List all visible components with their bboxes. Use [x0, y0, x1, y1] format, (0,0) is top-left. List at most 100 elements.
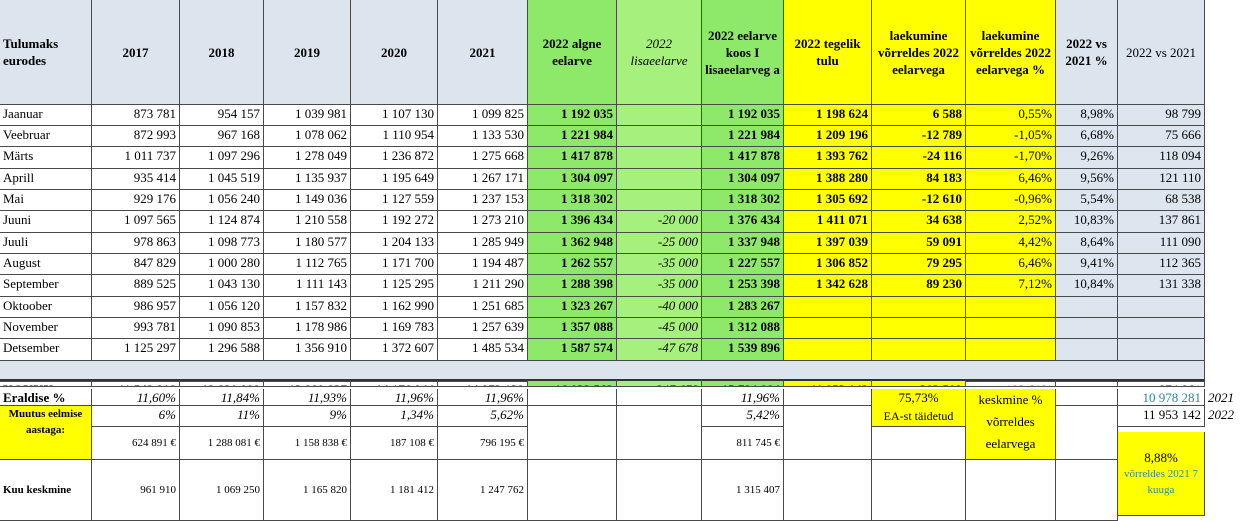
table-cell: 1 195 649 — [351, 169, 438, 190]
table-cell: 1 043 130 — [180, 275, 264, 297]
table-cell: -1,05% — [966, 126, 1056, 147]
table-cell: 1 288 398 — [528, 275, 617, 297]
table-cell: 1 192 035 — [702, 105, 784, 126]
table-cell: 121 110 — [1118, 169, 1205, 190]
table-cell — [528, 460, 617, 521]
table-cell: 929 176 — [92, 190, 180, 211]
table-cell: 1 237 153 — [438, 190, 528, 211]
table-cell: -47 678 — [617, 339, 702, 361]
table-cell: 75 666 — [1118, 126, 1205, 147]
table-cell: 1 158 838 € — [264, 427, 351, 460]
table-cell: 1 342 628 — [784, 275, 872, 297]
table-cell — [872, 297, 966, 318]
table-cell: -1,70% — [966, 147, 1056, 169]
table-cell: 7,12% — [966, 275, 1056, 297]
table-cell: 967 168 — [180, 126, 264, 147]
table-cell: 1 198 624 — [784, 105, 872, 126]
table-cell: 1 372 607 — [351, 339, 438, 361]
table-cell: 1 315 407 — [702, 460, 784, 521]
table-cell: 6 588 — [872, 105, 966, 126]
table-cell: 1 273 210 — [438, 211, 528, 233]
table-cell: 4,42% — [966, 233, 1056, 254]
table-cell: 1 323 267 — [528, 297, 617, 318]
summary-box: 8,88% võrreldes 2021 7 kuuga — [1118, 432, 1205, 516]
table-cell: 1 192 272 — [351, 211, 438, 233]
table-cell: 1 192 035 — [528, 105, 617, 126]
right-year: 2022 — [1208, 407, 1234, 422]
table-cell: 1 251 685 — [438, 297, 528, 318]
table-cell — [617, 389, 702, 406]
table-cell — [966, 297, 1056, 318]
table-cell — [1056, 318, 1118, 339]
table-cell: -35 000 — [617, 275, 702, 297]
table-cell: 1 181 412 — [351, 460, 438, 521]
table-cell: 1 090 853 — [180, 318, 264, 339]
table-cell: 8,64% — [1056, 233, 1118, 254]
table-cell: 935 414 — [92, 169, 180, 190]
row-label: Muutus eelmise aastaga: — [0, 406, 92, 460]
table-cell: 1 097 296 — [180, 147, 264, 169]
total-label: KOKKU — [0, 379, 92, 387]
table-cell: 5,62% — [438, 406, 528, 427]
table-cell: 978 863 — [92, 233, 180, 254]
table-cell: 1 304 097 — [702, 169, 784, 190]
table-cell: 1 417 878 — [702, 147, 784, 169]
table-cell — [966, 339, 1056, 361]
table-cell — [784, 406, 872, 460]
table-cell — [784, 460, 872, 521]
total-cell — [1056, 379, 1118, 387]
table-cell: 872 993 — [92, 126, 180, 147]
table-cell: 1 169 783 — [351, 318, 438, 339]
month-label: Detsember — [0, 339, 92, 361]
table-cell — [872, 318, 966, 339]
table-cell: -35 000 — [617, 254, 702, 275]
table-cell: -25 000 — [617, 233, 702, 254]
table-cell: 961 910 — [92, 460, 180, 521]
total-cell: 13 989 837 — [264, 379, 351, 387]
ea-percent: 75,73% — [898, 390, 939, 405]
table-cell: 11,93% — [264, 389, 351, 406]
table-cell: 8,98% — [1056, 105, 1118, 126]
table-cell: 1 011 737 — [92, 147, 180, 169]
table-cell — [1056, 339, 1118, 361]
table-cell: 1 397 039 — [784, 233, 872, 254]
table-cell: 1 376 434 — [702, 211, 784, 233]
table-cell: 6,46% — [966, 169, 1056, 190]
table-cell: 1 393 762 — [784, 147, 872, 169]
table-cell — [617, 169, 702, 190]
table-cell: 9,41% — [1056, 254, 1118, 275]
table-cell: 1 221 984 — [702, 126, 784, 147]
table-cell: 1 162 990 — [351, 297, 438, 318]
column-header: 2018 — [180, 0, 264, 105]
table-cell — [1056, 297, 1118, 318]
table-cell — [784, 389, 872, 406]
month-label: Juuli — [0, 233, 92, 254]
table-cell — [872, 427, 966, 460]
summary-text: võrreldes 2021 7 kuuga — [1124, 467, 1198, 496]
table-cell: 112 365 — [1118, 254, 1205, 275]
table-cell — [617, 105, 702, 126]
column-header: 2017 — [92, 0, 180, 105]
month-label: Märts — [0, 147, 92, 169]
table-cell: -24 116 — [872, 147, 966, 169]
table-cell: 1 587 574 — [528, 339, 617, 361]
table-cell: 9% — [264, 406, 351, 427]
table-cell: 84 183 — [872, 169, 966, 190]
table-cell — [1056, 389, 1118, 406]
month-label: September — [0, 275, 92, 297]
table-cell: 11,96% — [351, 389, 438, 406]
table-cell: 1 305 692 — [784, 190, 872, 211]
total-cell: 14 973 139 — [438, 379, 528, 387]
column-header: 2022 vs 2021 — [1118, 0, 1205, 105]
table-cell: 1 312 088 — [702, 318, 784, 339]
table-cell: -12 789 — [872, 126, 966, 147]
column-header: laekumine võrreldes 2022 eelarvega — [872, 0, 966, 105]
month-label: Juuni — [0, 211, 92, 233]
table-cell: 1 318 302 — [702, 190, 784, 211]
table-cell: 59 091 — [872, 233, 966, 254]
table-cell: 1 056 240 — [180, 190, 264, 211]
table-cell: 98 799 — [1118, 105, 1205, 126]
table-cell: 1 275 668 — [438, 147, 528, 169]
table-cell: 811 745 € — [702, 427, 784, 460]
table-cell — [1118, 339, 1205, 361]
